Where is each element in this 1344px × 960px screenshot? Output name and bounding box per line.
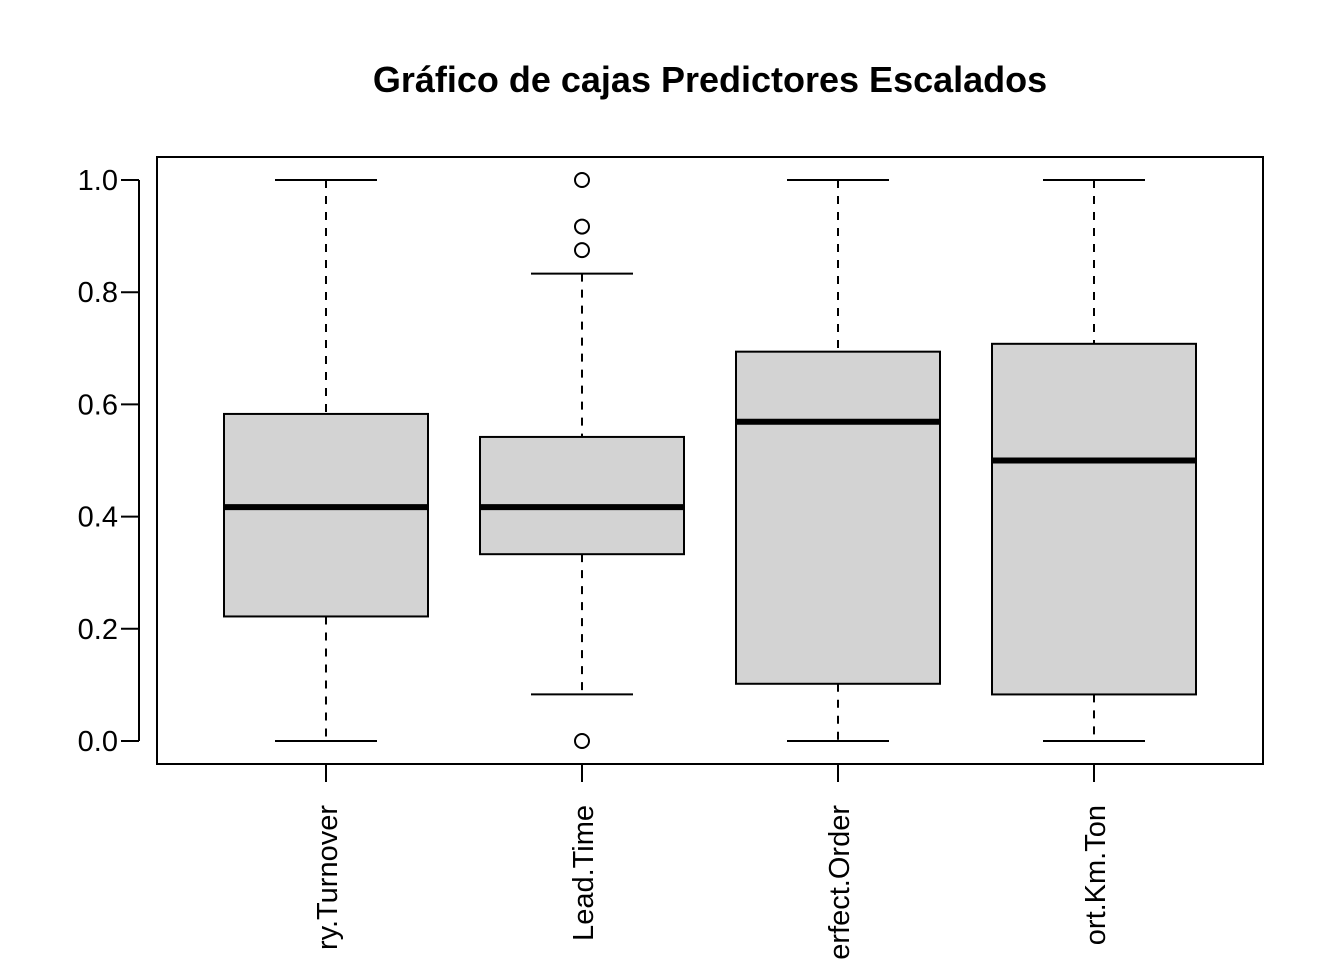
y-tick-label: 0.6 xyxy=(78,389,118,421)
boxes-group xyxy=(223,172,1197,749)
box-series xyxy=(479,172,685,749)
outlier-point xyxy=(574,733,590,749)
y-tick-label: 0.4 xyxy=(78,502,118,534)
y-tick-label: 1.0 xyxy=(78,165,118,197)
iqr-box xyxy=(223,412,429,618)
box-series xyxy=(991,179,1197,742)
iqr-box xyxy=(735,350,941,685)
y-tick-label: 0.0 xyxy=(78,726,118,758)
chart-title: Gráfico de cajas Predictores Escalados xyxy=(373,59,1047,100)
iqr-box xyxy=(479,435,685,556)
outlier-point xyxy=(574,172,590,188)
iqr-box xyxy=(991,342,1197,696)
box-series xyxy=(735,179,941,742)
x-tick-label: ort.Km.Ton xyxy=(1080,805,1112,945)
y-axis: 0.0 0.2 0.4 0.6 0.8 1.0 xyxy=(78,165,140,758)
plot-frame xyxy=(156,156,1264,765)
x-tick-label: erfect.Order xyxy=(824,805,856,960)
x-tick-label: Lead.Time xyxy=(568,805,600,941)
outlier-point xyxy=(574,218,590,235)
outlier-point xyxy=(574,242,590,259)
y-tick-label: 0.2 xyxy=(78,614,118,646)
y-tick-label: 0.8 xyxy=(78,277,118,309)
box-series xyxy=(223,179,429,742)
x-tick-label: ry.Turnover xyxy=(312,805,344,950)
x-axis: ry.Turnover Lead.Time erfect.Order ort.Km.T… xyxy=(312,764,1112,960)
